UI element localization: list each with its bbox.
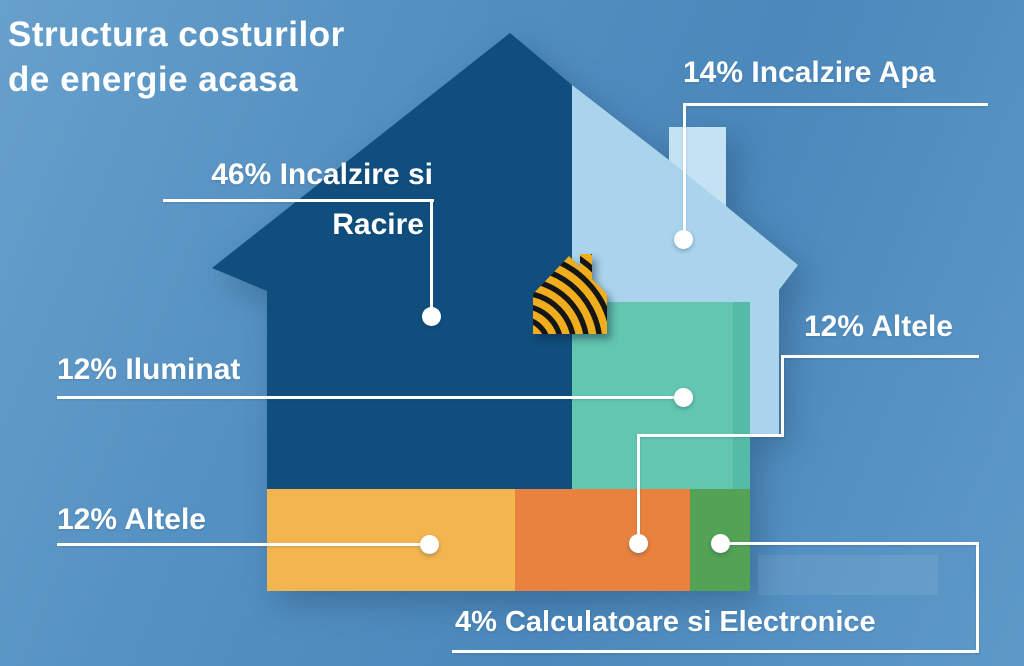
callout-dot-other-right (629, 534, 648, 553)
callout-dot-lighting (674, 388, 693, 407)
title-line-1: Structura costurilor (8, 15, 345, 54)
callout-dot-other-left (420, 535, 439, 554)
label-other-right: 12% Altele (804, 310, 953, 343)
segment-water-heating (572, 85, 798, 436)
callout-line-electronics-top (719, 542, 979, 545)
callout-line-water-underline (684, 103, 988, 106)
callout-dot-heating (422, 307, 441, 326)
callout-line-other-right-horizontal2 (637, 434, 784, 437)
highlight-rectangle (758, 555, 938, 595)
label-other-left: 12% Altele (57, 503, 206, 536)
callout-line-heating-underline (163, 199, 434, 202)
label-water-heating: 14% Incalzire Apa (683, 56, 936, 89)
callout-dot-electronics (711, 534, 730, 553)
segment-other-orange (515, 489, 690, 591)
callout-line-other-right-vertical2 (637, 434, 640, 537)
title-line-2: de energie acasa (8, 60, 299, 99)
page-title: Structura costurilor de energie acasa (8, 12, 345, 102)
callout-line-heating-vertical (430, 199, 433, 311)
label-heating-line2: Racire (332, 208, 424, 241)
callout-line-other-left (57, 543, 424, 546)
callout-line-water-vertical (683, 103, 686, 233)
callout-line-other-right-underline (781, 355, 979, 358)
callout-line-electronics-underline (452, 650, 979, 653)
house-contour-logo-icon (533, 254, 607, 334)
callout-line-other-right-vertical1 (781, 355, 784, 437)
label-heating-line1: 46% Incalzire si (211, 158, 433, 191)
segment-other-yellow (267, 489, 515, 591)
logo-house-shape (533, 254, 607, 334)
callout-line-electronics-vertical (976, 542, 979, 653)
label-electronics: 4% Calculatoare si Electronice (455, 606, 876, 638)
callout-dot-water (674, 230, 693, 249)
segment-lighting-shade (733, 302, 750, 489)
label-lighting: 12% Iluminat (57, 353, 241, 386)
callout-line-lighting (57, 396, 679, 399)
segment-heating-cooling (212, 33, 572, 489)
